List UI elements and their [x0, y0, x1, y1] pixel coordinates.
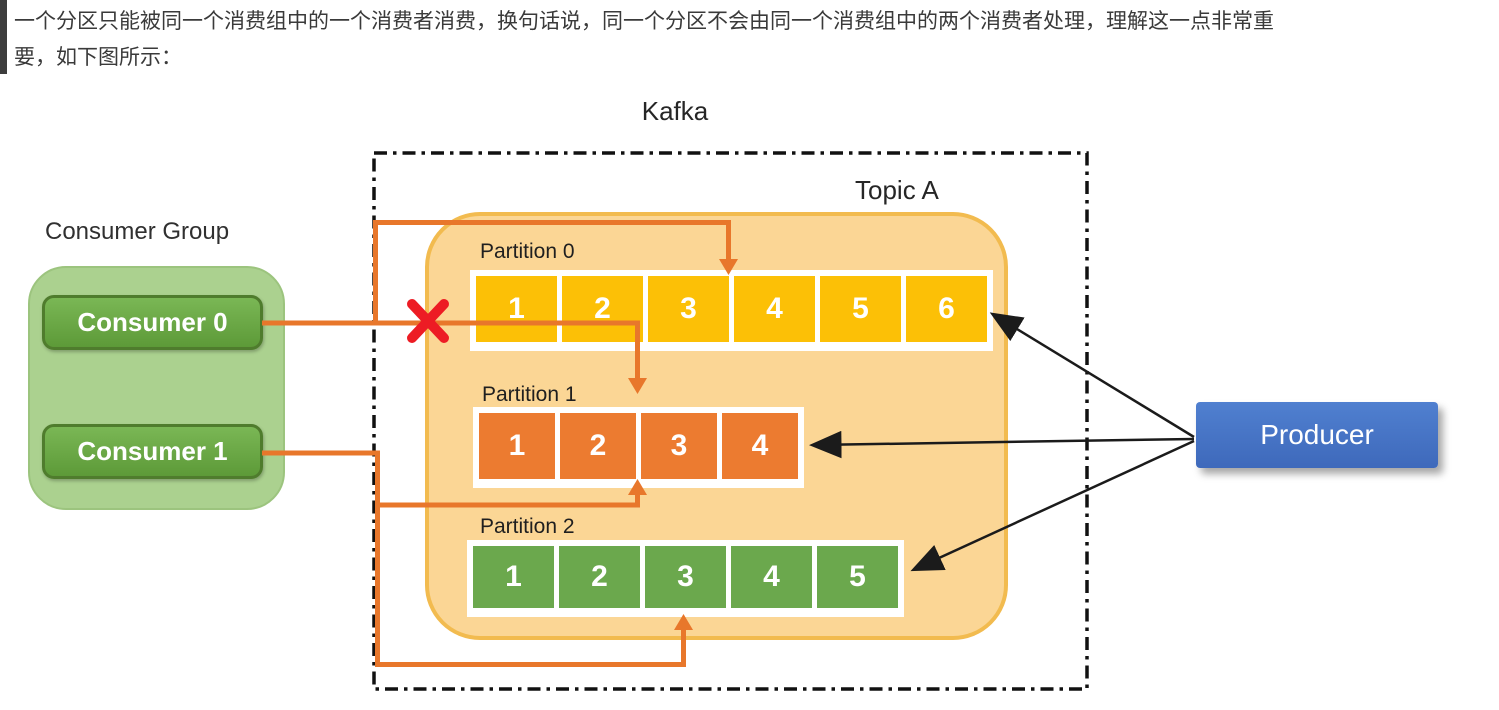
consumer-1-box: Consumer 1 [42, 424, 263, 479]
partition-cell: 3 [648, 276, 729, 342]
partition-2-label: Partition 2 [480, 515, 575, 538]
producer-to-partition0-arrow [989, 312, 1195, 439]
topic-a-label: Topic A [855, 175, 939, 205]
partition-cell: 5 [820, 276, 901, 342]
partition-cell: 1 [476, 276, 557, 342]
partition-1-label: Partition 1 [482, 383, 577, 406]
partition-cell: 5 [817, 546, 898, 608]
partition-0-label: Partition 0 [480, 240, 575, 263]
page-edge-sliver [0, 0, 7, 74]
partition-cell: 2 [560, 413, 636, 479]
intro-paragraph-line1: 一个分区只能被同一个消费组中的一个消费者消费，换句话说，同一个分区不会由同一个消… [14, 10, 1274, 33]
partition-cell: 2 [562, 276, 643, 342]
partition-cell: 1 [473, 546, 554, 608]
producer-box: Producer [1196, 402, 1438, 468]
kafka-title: Kafka [641, 96, 709, 126]
intro-paragraph: 一个分区只能被同一个消费组中的一个消费者消费，换句话说，同一个分区不会由同一个消… [14, 4, 1496, 76]
consumer-0-box: Consumer 0 [42, 295, 263, 350]
partition-cell: 2 [559, 546, 640, 608]
partition-cell: 4 [734, 276, 815, 342]
partition-cell: 3 [645, 546, 726, 608]
intro-paragraph-line2: 要，如下图所示： [14, 46, 182, 69]
partition-cell: 3 [641, 413, 717, 479]
partition-cell: 4 [731, 546, 812, 608]
consumer-group-label: Consumer Group [45, 218, 230, 245]
partition-cell: 6 [906, 276, 987, 342]
partition-cell: 4 [722, 413, 798, 479]
partition-cell: 1 [479, 413, 555, 479]
